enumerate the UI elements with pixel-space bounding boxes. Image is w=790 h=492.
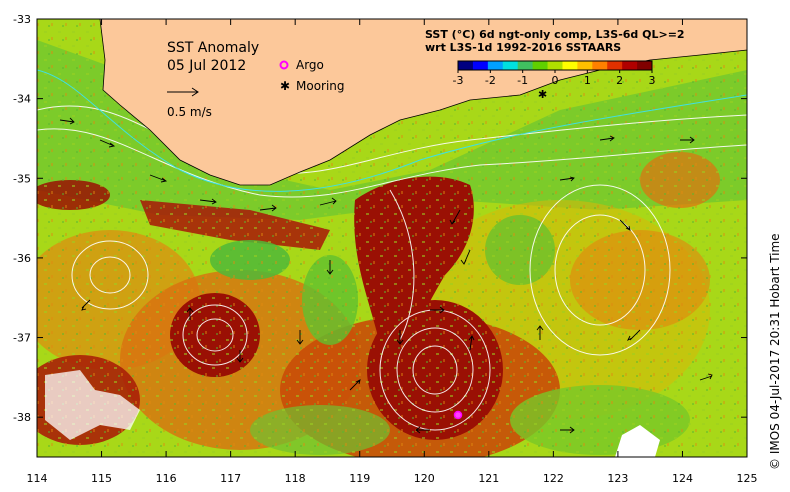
- colorbar-swatch: [472, 61, 489, 70]
- legend-mooring-label: Mooring: [296, 79, 345, 93]
- colorbar-swatch: [622, 61, 638, 70]
- colorbar-tick-label: -2: [485, 74, 496, 87]
- lon-tick-label: 124: [672, 472, 693, 485]
- colorbar-swatch: [458, 61, 474, 70]
- lat-tick-label: -37: [13, 332, 31, 345]
- colorbar-swatch: [502, 61, 519, 70]
- colorbar-swatch: [607, 61, 623, 70]
- mooring-marker[interactable]: ✱: [538, 88, 547, 101]
- lon-tick-label: 120: [414, 472, 435, 485]
- mooring-symbol: ✱: [280, 79, 290, 93]
- lat-tick-label: -34: [13, 93, 31, 106]
- credit-text: © IMOS 04-Jul-2017 20:31 Hobart Time: [768, 233, 782, 470]
- colorbar-tick-label: -3: [453, 74, 464, 87]
- colorbar-swatch: [562, 61, 578, 70]
- colorbar: -3 -2 -1 0 1 2 3: [453, 60, 656, 87]
- lon-tick-label: 117: [220, 472, 241, 485]
- lat-tick-label: -38: [13, 411, 31, 424]
- colorbar-swatch: [592, 61, 608, 70]
- colorbar-tick-label: 1: [584, 74, 591, 87]
- lat-tick-label: -36: [13, 252, 31, 265]
- lon-tick-label: 125: [737, 472, 758, 485]
- colorbar-swatch: [517, 61, 534, 70]
- colorbar-swatch: [532, 61, 549, 70]
- lon-tick-label: 119: [349, 472, 370, 485]
- lon-tick-label: 118: [285, 472, 306, 485]
- colorbar-tick-label: 2: [616, 74, 623, 87]
- axis-ticks: 114 115 116 117 118 119 120 121 122 123 124 125-33-…: [13, 13, 757, 485]
- argo-float-marker[interactable]: [453, 410, 463, 420]
- colorbar-swatch: [547, 61, 563, 70]
- colorbar-tick-label: -1: [517, 74, 528, 87]
- colorbar-swatch: [577, 61, 593, 70]
- colorbar-tick-label: 0: [552, 74, 559, 87]
- map-date: 05 Jul 2012: [167, 58, 246, 74]
- lon-tick-label: 123: [607, 472, 628, 485]
- colorbar-title-line1: SST (°C) 6d ngt-only comp, L3S-6d QL>=2: [425, 28, 685, 41]
- plot-frame: [36, 18, 748, 458]
- colorbar-swatch: [637, 61, 653, 70]
- lon-tick-label: 115: [91, 472, 112, 485]
- lat-tick-label: -35: [13, 172, 31, 185]
- velocity-scale-arrow: [167, 87, 199, 97]
- lat-tick-label: -33: [13, 13, 31, 26]
- colorbar-title-line2: wrt L3S-1d 1992-2016 SSTAARS: [425, 41, 621, 54]
- map-title: SST Anomaly: [167, 40, 259, 56]
- lon-tick-label: 121: [478, 472, 499, 485]
- velocity-scale-label: 0.5 m/s: [167, 105, 212, 119]
- colorbar-tick-label: 3: [649, 74, 656, 87]
- legend-argo-label: Argo: [296, 58, 324, 72]
- argo-symbol: [279, 60, 289, 70]
- lon-tick-label: 114: [27, 472, 48, 485]
- lon-tick-label: 122: [543, 472, 564, 485]
- velocity-vectors: [59, 117, 713, 434]
- lon-tick-label: 116: [156, 472, 177, 485]
- colorbar-swatch: [487, 61, 504, 70]
